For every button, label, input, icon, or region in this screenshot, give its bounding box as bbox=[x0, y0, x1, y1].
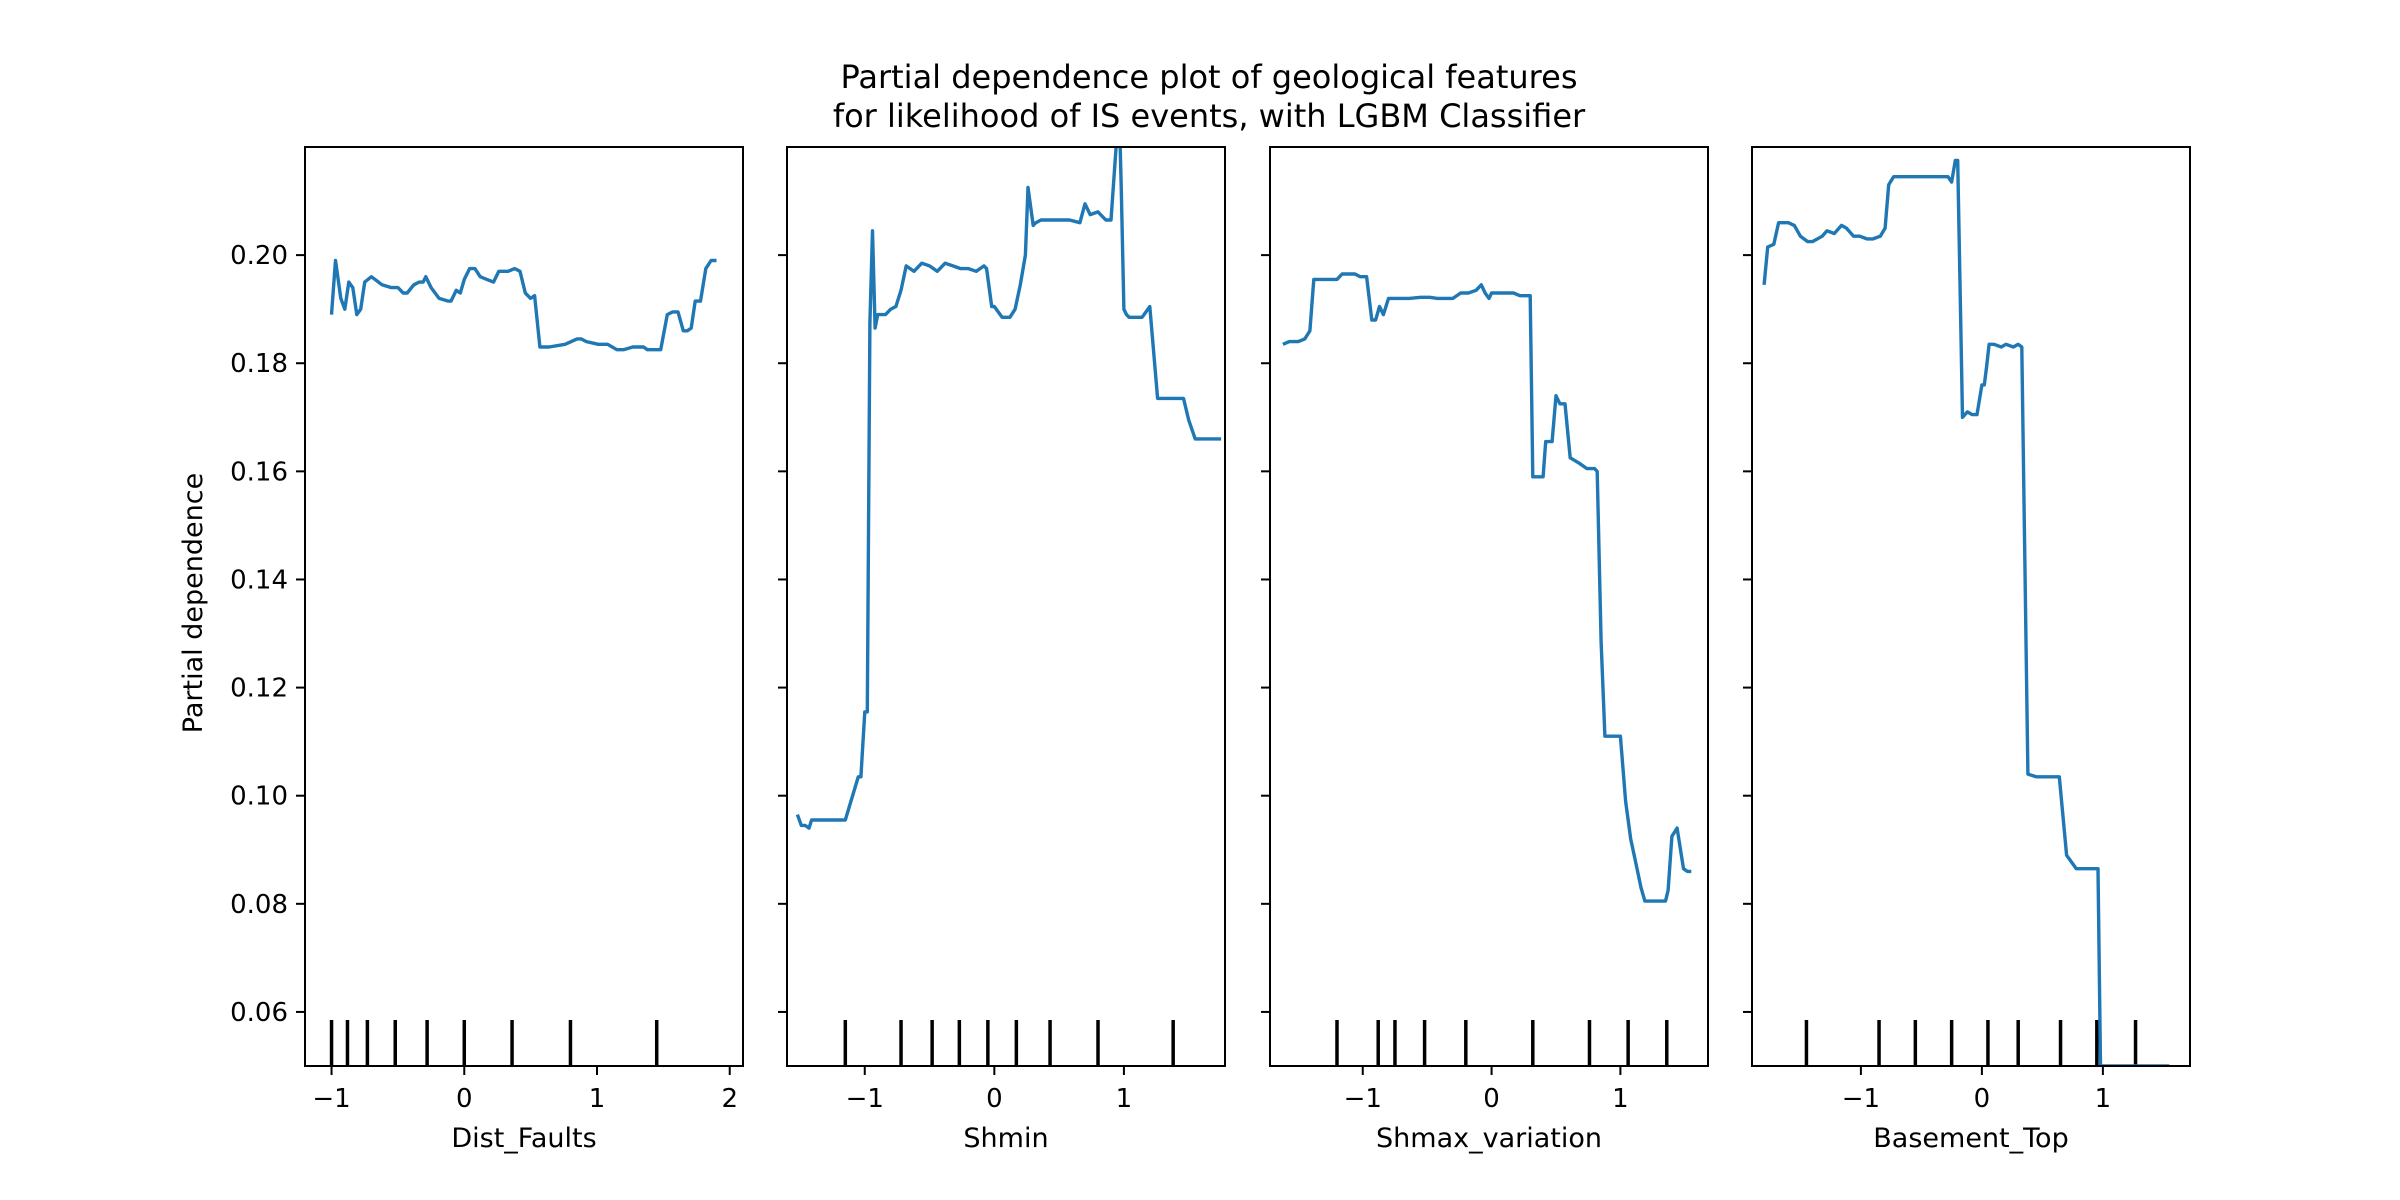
x-axis-label: Shmax_variation bbox=[1376, 1123, 1602, 1154]
partial-dependence-line bbox=[329, 258, 717, 352]
x-tick-label: −1 bbox=[1344, 1084, 1382, 1114]
y-tick-label: 0.20 bbox=[230, 241, 288, 271]
panels-group: 0.06 0.08 0.10 0.12 0.14 0.16 0.18 0.20 −1 0 1 2 Dis… bbox=[230, 146, 2191, 1154]
y-tick-label: 0.12 bbox=[230, 674, 288, 704]
x-tick-label: 0 bbox=[1974, 1084, 1991, 1114]
x-axis-label: Dist_Faults bbox=[451, 1123, 596, 1154]
y-tick-label: 0.18 bbox=[230, 349, 288, 379]
x-tick-label: 1 bbox=[2095, 1084, 2112, 1114]
panel-frame bbox=[1269, 146, 1709, 1067]
y-tick-label: 0.16 bbox=[230, 457, 288, 487]
partial-dependence-line bbox=[1762, 158, 2170, 1066]
x-tick-label: −1 bbox=[846, 1084, 884, 1114]
x-tick-label: −1 bbox=[312, 1084, 350, 1114]
y-tick-label: 0.10 bbox=[230, 782, 288, 812]
x-tick-label: 1 bbox=[1612, 1084, 1629, 1114]
panel-3: −1 0 1 Shmax_variation bbox=[1261, 146, 1709, 1154]
x-tick-label: 0 bbox=[456, 1084, 473, 1114]
partial-dependence-line bbox=[1282, 272, 1692, 903]
x-tick-label: 1 bbox=[1116, 1084, 1133, 1114]
panel-4: −1 0 1 Basement_Top bbox=[1743, 146, 2191, 1154]
partial-dependence-line bbox=[795, 147, 1222, 830]
y-axis-label: Partial dependence bbox=[178, 473, 209, 733]
x-axis-label: Shmin bbox=[963, 1123, 1048, 1154]
x-tick-label: −1 bbox=[1842, 1084, 1880, 1114]
x-tick-label: 0 bbox=[1483, 1084, 1500, 1114]
x-tick-label: 2 bbox=[721, 1084, 738, 1114]
panel-2: −1 0 1 Shmin bbox=[778, 146, 1226, 1154]
panel-frame bbox=[1751, 146, 2191, 1067]
x-tick-label: 1 bbox=[589, 1084, 606, 1114]
y-tick-label: 0.08 bbox=[230, 890, 288, 920]
panel-frame bbox=[304, 146, 744, 1067]
panel-frame bbox=[786, 146, 1226, 1067]
x-axis-label: Basement_Top bbox=[1873, 1123, 2068, 1154]
chart-title-line-1: Partial dependence plot of geological fe… bbox=[841, 58, 1578, 96]
y-tick-label: 0.06 bbox=[230, 998, 288, 1028]
y-tick-label: 0.14 bbox=[230, 565, 288, 595]
panel-1: 0.06 0.08 0.10 0.12 0.14 0.16 0.18 0.20 −1 0 1 2 Dis… bbox=[230, 146, 744, 1154]
x-tick-label: 0 bbox=[986, 1084, 1003, 1114]
chart-title-line-2: for likelihood of IS events, with LGBM C… bbox=[833, 97, 1586, 135]
